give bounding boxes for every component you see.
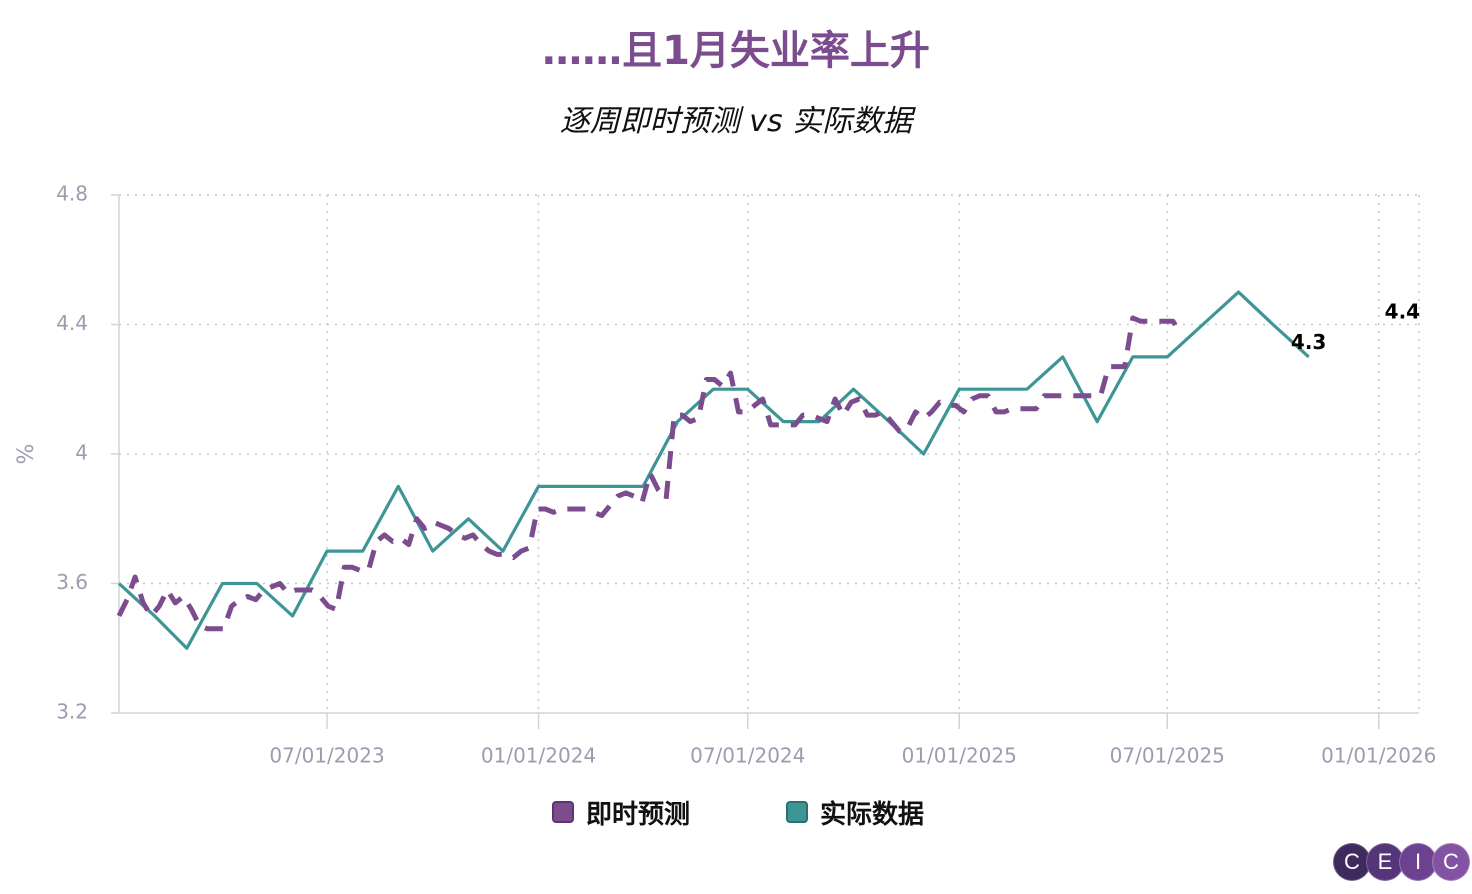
y-tick-label: 4.4 [56,311,88,335]
series-line-actual [117,290,1310,650]
y-ticks: 3.2 3.6 4 4.4 4.8 [56,182,119,724]
series-line-nowcast [116,315,1184,632]
legend-swatch-actual [786,801,809,823]
data-label: 4.3 [1291,330,1326,354]
x-tick-label: 07/01/2024 [690,744,805,768]
annotations: 4.3 4.4 [1291,300,1420,354]
legend-label-actual: 实际数据 [820,799,925,830]
logo-letter: E [1366,843,1404,881]
logo-letter: C [1333,843,1371,881]
x-tick-label: 01/01/2024 [481,744,596,768]
y-tick-label: 3.2 [56,700,88,724]
x-ticks: 07/01/2023 01/01/2024 07/01/2024 01/01/2025… [269,713,1436,768]
legend: 即时预测 实际数据 [552,792,924,832]
chart-subtitle: 逐周即时预测 vs 实际数据 [559,104,913,139]
series [116,290,1310,650]
y-tick-label: 4 [75,441,88,465]
ceic-logo: C E I C [1333,843,1470,881]
logo-letter: C [1432,843,1470,881]
x-tick-label: 01/01/2026 [1321,744,1436,768]
chart-title: ……且1月失业率上升 [542,28,930,74]
grid [119,194,1420,713]
data-label: 4.4 [1385,300,1420,324]
legend-swatch-nowcast [552,801,574,823]
y-tick-label: 4.8 [56,182,88,206]
y-axis-label: % [14,444,39,465]
x-tick-label: 01/01/2025 [902,744,1017,768]
legend-label-nowcast: 即时预测 [586,799,691,830]
y-tick-label: 3.6 [56,570,88,594]
x-tick-label: 07/01/2023 [269,744,384,768]
legend-item-nowcast[interactable]: 即时预测 [552,794,690,831]
x-tick-label: 07/01/2025 [1110,744,1225,768]
legend-item-actual[interactable]: 实际数据 [786,794,924,831]
